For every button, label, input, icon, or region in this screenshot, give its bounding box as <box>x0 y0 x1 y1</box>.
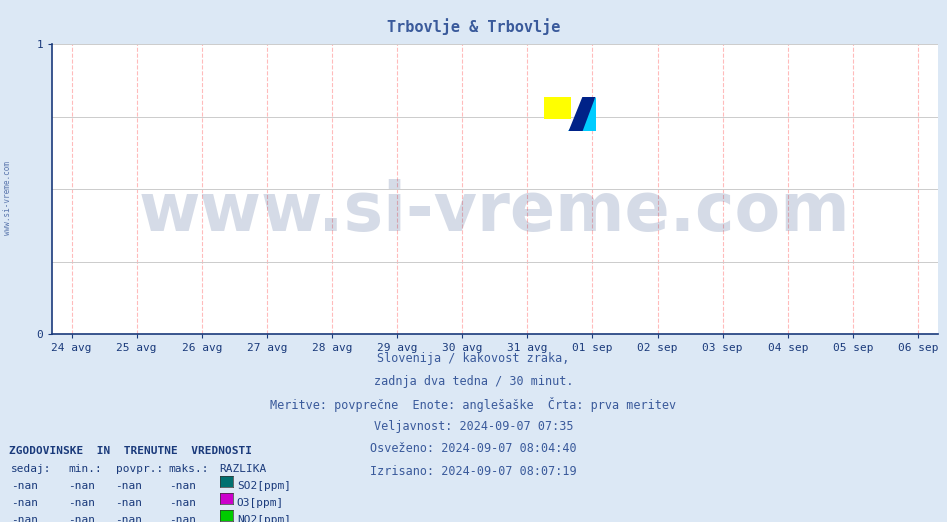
Polygon shape <box>568 97 596 132</box>
Text: O3[ppm]: O3[ppm] <box>237 498 284 508</box>
Text: -nan: -nan <box>116 481 143 491</box>
Text: zadnja dva tedna / 30 minut.: zadnja dva tedna / 30 minut. <box>374 375 573 388</box>
Text: povpr.:: povpr.: <box>116 464 163 473</box>
Bar <box>544 97 570 119</box>
Text: www.si-vreme.com: www.si-vreme.com <box>139 180 850 245</box>
Text: Meritve: povprečne  Enote: anglešaške  Črta: prva meritev: Meritve: povprečne Enote: anglešaške Črt… <box>271 397 676 412</box>
Text: -nan: -nan <box>11 481 39 491</box>
Text: ZGODOVINSKE  IN  TRENUTNE  VREDNOSTI: ZGODOVINSKE IN TRENUTNE VREDNOSTI <box>9 446 253 456</box>
Text: SO2[ppm]: SO2[ppm] <box>237 481 291 491</box>
Text: Trbovlje & Trbovlje: Trbovlje & Trbovlje <box>386 18 561 35</box>
Text: Veljavnost: 2024-09-07 07:35: Veljavnost: 2024-09-07 07:35 <box>374 420 573 433</box>
Text: Osveženo: 2024-09-07 08:04:40: Osveženo: 2024-09-07 08:04:40 <box>370 442 577 455</box>
Text: Slovenija / kakovost zraka,: Slovenija / kakovost zraka, <box>377 352 570 365</box>
Text: -nan: -nan <box>169 481 196 491</box>
Text: -nan: -nan <box>116 498 143 508</box>
Text: -nan: -nan <box>169 498 196 508</box>
Text: www.si-vreme.com: www.si-vreme.com <box>3 161 12 235</box>
Text: -nan: -nan <box>68 481 96 491</box>
Text: -nan: -nan <box>116 515 143 522</box>
Text: -nan: -nan <box>169 515 196 522</box>
Text: RAZLIKA: RAZLIKA <box>220 464 267 473</box>
Polygon shape <box>568 97 596 132</box>
Text: maks.:: maks.: <box>169 464 209 473</box>
Text: NO2[ppm]: NO2[ppm] <box>237 515 291 522</box>
Text: -nan: -nan <box>68 498 96 508</box>
Text: -nan: -nan <box>68 515 96 522</box>
Text: Izrisano: 2024-09-07 08:07:19: Izrisano: 2024-09-07 08:07:19 <box>370 465 577 478</box>
Text: min.:: min.: <box>68 464 102 473</box>
Text: -nan: -nan <box>11 515 39 522</box>
Text: -nan: -nan <box>11 498 39 508</box>
Text: sedaj:: sedaj: <box>11 464 52 473</box>
